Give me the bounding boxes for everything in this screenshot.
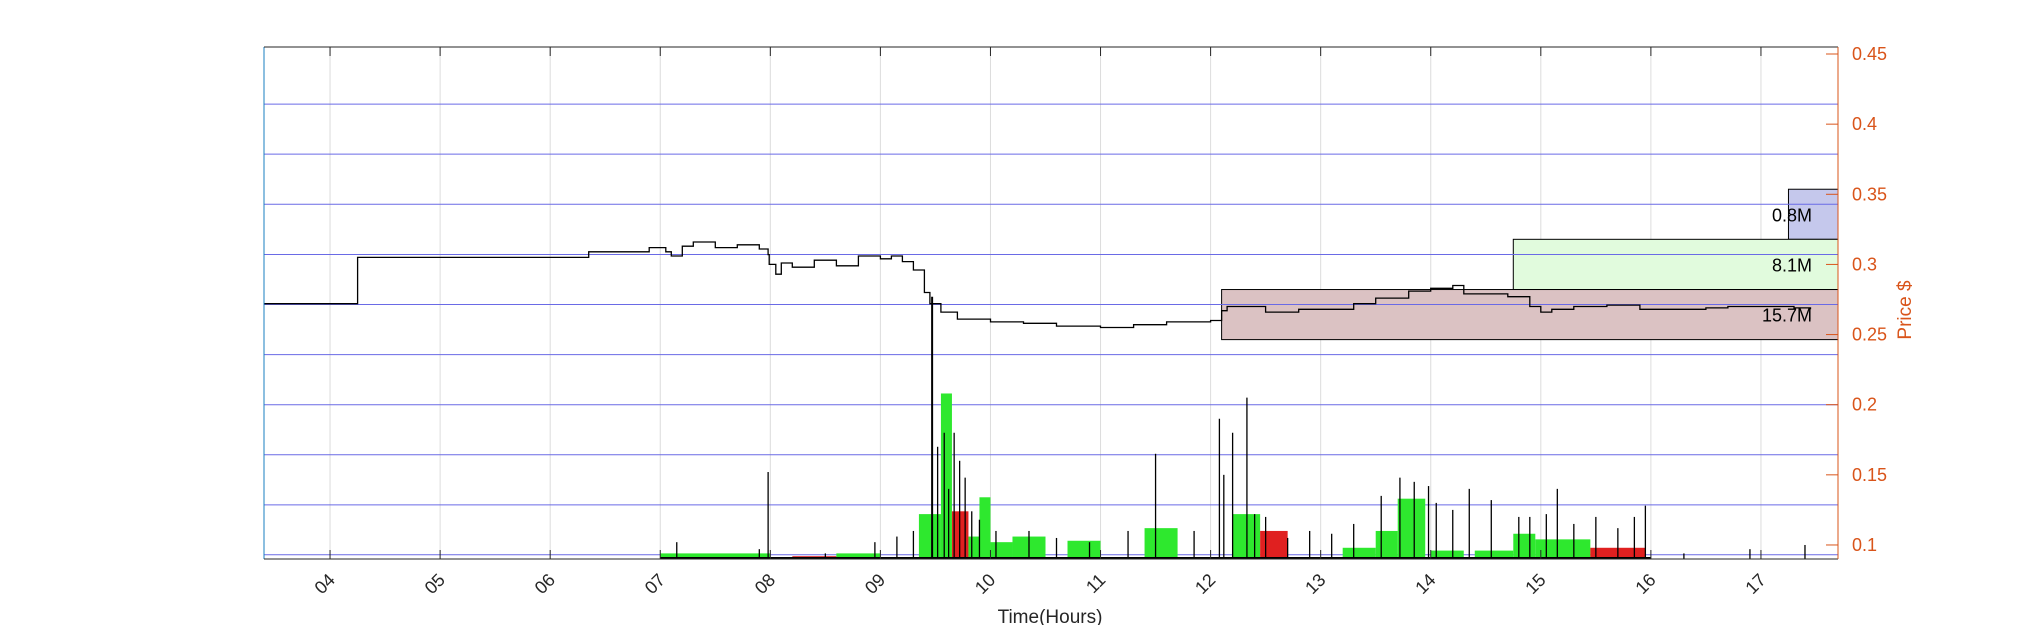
volume-bucket xyxy=(1260,530,1288,559)
y-tick-label: 0.45 xyxy=(1852,44,1887,64)
volume-bucket xyxy=(1067,540,1101,559)
x-tick-label: 17 xyxy=(1741,570,1769,598)
x-tick-label: 07 xyxy=(641,570,669,598)
volume-bucket xyxy=(1474,550,1514,559)
price-line-layer xyxy=(264,241,1812,559)
y-tick-label: 0.25 xyxy=(1852,325,1887,345)
y-tick-label: 0.15 xyxy=(1852,465,1887,485)
volume-bars-layer xyxy=(660,310,1806,559)
x-tick-label: 04 xyxy=(311,570,339,598)
x-tick-label: 05 xyxy=(421,570,449,598)
volume-bucket xyxy=(1513,533,1536,559)
x-tick-label: 14 xyxy=(1411,570,1439,598)
y-tick-label: 0.4 xyxy=(1852,114,1877,134)
x-tick-label: 09 xyxy=(861,570,889,598)
volume-bucket xyxy=(660,553,771,559)
volume-box-label: 8.1M xyxy=(1772,255,1812,275)
price-line xyxy=(264,241,1812,329)
axes-layer xyxy=(263,46,1839,560)
volume-bucket xyxy=(1535,539,1591,559)
volume-bucket xyxy=(1430,550,1464,559)
x-tick-label: 16 xyxy=(1631,570,1659,598)
x-tick-labels: 04 05 06 07 08 09 10 11 12 13 14 15 16 17 xyxy=(311,570,1770,598)
volume-bucket xyxy=(979,497,991,559)
volume-bucket xyxy=(836,553,881,559)
volume-bucket xyxy=(1342,547,1376,559)
volume-box-label: 15.7M xyxy=(1762,306,1812,326)
volume-bucket xyxy=(990,542,1013,559)
volume-bucket xyxy=(1144,528,1178,559)
volume-boxes-layer: 0.8M 8.1M 15.7M xyxy=(1221,188,1839,341)
x-tick-label: 13 xyxy=(1301,570,1329,598)
y-tick-label: 0.2 xyxy=(1852,395,1877,415)
y-tick-label: 0.1 xyxy=(1852,535,1877,555)
x-tick-label: 10 xyxy=(971,570,999,598)
x-tick-label: 06 xyxy=(531,570,559,598)
volume-bucket xyxy=(918,514,941,559)
y-tick-label: 0.3 xyxy=(1852,254,1877,274)
y-tick-labels: 0.1 0.15 0.2 0.25 0.3 0.35 0.4 0.45 xyxy=(1852,44,1887,555)
x-tick-label: 15 xyxy=(1521,570,1549,598)
x-tick-label: 11 xyxy=(1082,570,1109,597)
volume-bucket xyxy=(1375,530,1398,559)
x-axis-label: Time(Hours) xyxy=(998,607,1103,625)
x-tick-label: 08 xyxy=(751,570,779,598)
price-levels-layer xyxy=(264,103,1838,556)
x-tick-label: 12 xyxy=(1191,570,1219,598)
volume-bucket xyxy=(1397,498,1426,559)
volume-box-label: 0.8M xyxy=(1772,205,1812,225)
volume-bucket xyxy=(968,536,980,559)
y-axis-label: Price $ xyxy=(1895,280,1916,340)
y-tick-label: 0.35 xyxy=(1852,184,1887,204)
volume-bucket xyxy=(940,393,952,559)
